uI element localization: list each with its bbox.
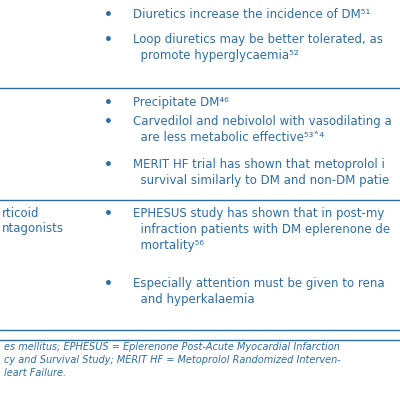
Text: •: • (104, 115, 113, 129)
Text: ntagonists: ntagonists (2, 222, 64, 235)
Text: EPHESUS study has shown that in post-my
  infraction patients with DM eplerenone: EPHESUS study has shown that in post-my … (133, 207, 390, 252)
Text: •: • (104, 277, 113, 291)
Text: Diuretics increase the incidence of DM⁵¹: Diuretics increase the incidence of DM⁵¹ (133, 8, 370, 21)
Text: Especially attention must be given to rena
  and hyperkalaemia: Especially attention must be given to re… (133, 277, 385, 306)
Text: MERIT HF trial has shown that metoprolol i
  survival similarly to DM and non-DM: MERIT HF trial has shown that metoprolol… (133, 158, 389, 187)
Text: •: • (104, 33, 113, 47)
Text: Precipitate DM⁴⁶: Precipitate DM⁴⁶ (133, 96, 229, 109)
Text: es mellitus; EPHESUS = Eplerenone Post-Acute Myocardial Infarction: es mellitus; EPHESUS = Eplerenone Post-A… (4, 342, 340, 352)
Text: •: • (104, 207, 113, 221)
Text: Carvedilol and nebivolol with vasodilating a
  are less metabolic effective⁵³˄⁴: Carvedilol and nebivolol with vasodilati… (133, 115, 392, 144)
Text: •: • (104, 96, 113, 110)
Text: •: • (104, 158, 113, 172)
Text: •: • (104, 8, 113, 22)
Text: Loop diuretics may be better tolerated, as
  promote hyperglycaemia⁵²: Loop diuretics may be better tolerated, … (133, 33, 383, 62)
Text: cy and Survival Study; MERIT HF = Metoprolol Randomized Interven-: cy and Survival Study; MERIT HF = Metopr… (4, 355, 341, 365)
Text: leart Failure.: leart Failure. (4, 368, 66, 378)
Text: rticoid: rticoid (2, 207, 40, 220)
